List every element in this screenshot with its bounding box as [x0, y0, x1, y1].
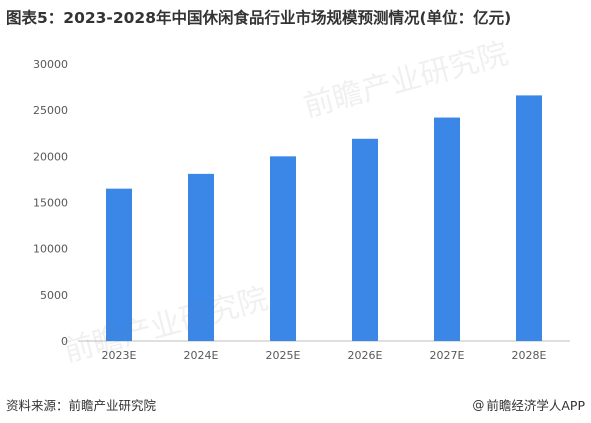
bar-2028E: [516, 95, 542, 341]
y-tick-label: 25000: [33, 104, 68, 117]
bar-2026E: [352, 138, 378, 341]
x-tick-label: 2026E: [348, 349, 383, 362]
brand-credit: @ 前瞻经济学人APP: [472, 395, 585, 414]
x-tick-label: 2028E: [512, 349, 547, 362]
bar-2023E: [106, 188, 132, 341]
x-tick-label: 2023E: [102, 349, 137, 362]
y-tick-label: 10000: [33, 243, 68, 256]
x-tick-label: 2025E: [266, 349, 301, 362]
x-tick-label: 2024E: [184, 349, 219, 362]
y-tick-label: 0: [61, 335, 68, 348]
bar-chart: 0 5000 10000 15000 20000 25000 30000 2023E 2024…: [33, 58, 570, 362]
bars: [106, 95, 542, 341]
bar-2027E: [434, 117, 460, 341]
source-note: 资料来源：前瞻产业研究院: [6, 398, 157, 413]
x-tick-label: 2027E: [430, 349, 465, 362]
y-tick-label: 20000: [33, 150, 68, 163]
x-axis-ticks: 2023E 2024E 2025E 2026E 2027E 2028E: [102, 349, 547, 362]
chart-title: 图表5：2023-2028年中国休闲食品行业市场规模预测情况(单位：亿元): [6, 9, 512, 27]
at-icon: @: [472, 397, 485, 412]
bar-2024E: [188, 173, 214, 341]
bar-2025E: [270, 156, 296, 341]
brand-name: 前瞻经济学人APP: [486, 398, 585, 413]
y-axis-ticks: 0 5000 10000 15000 20000 25000 30000: [33, 58, 68, 348]
y-tick-label: 15000: [33, 197, 68, 210]
y-tick-label: 5000: [40, 289, 68, 302]
y-tick-label: 30000: [33, 58, 68, 71]
